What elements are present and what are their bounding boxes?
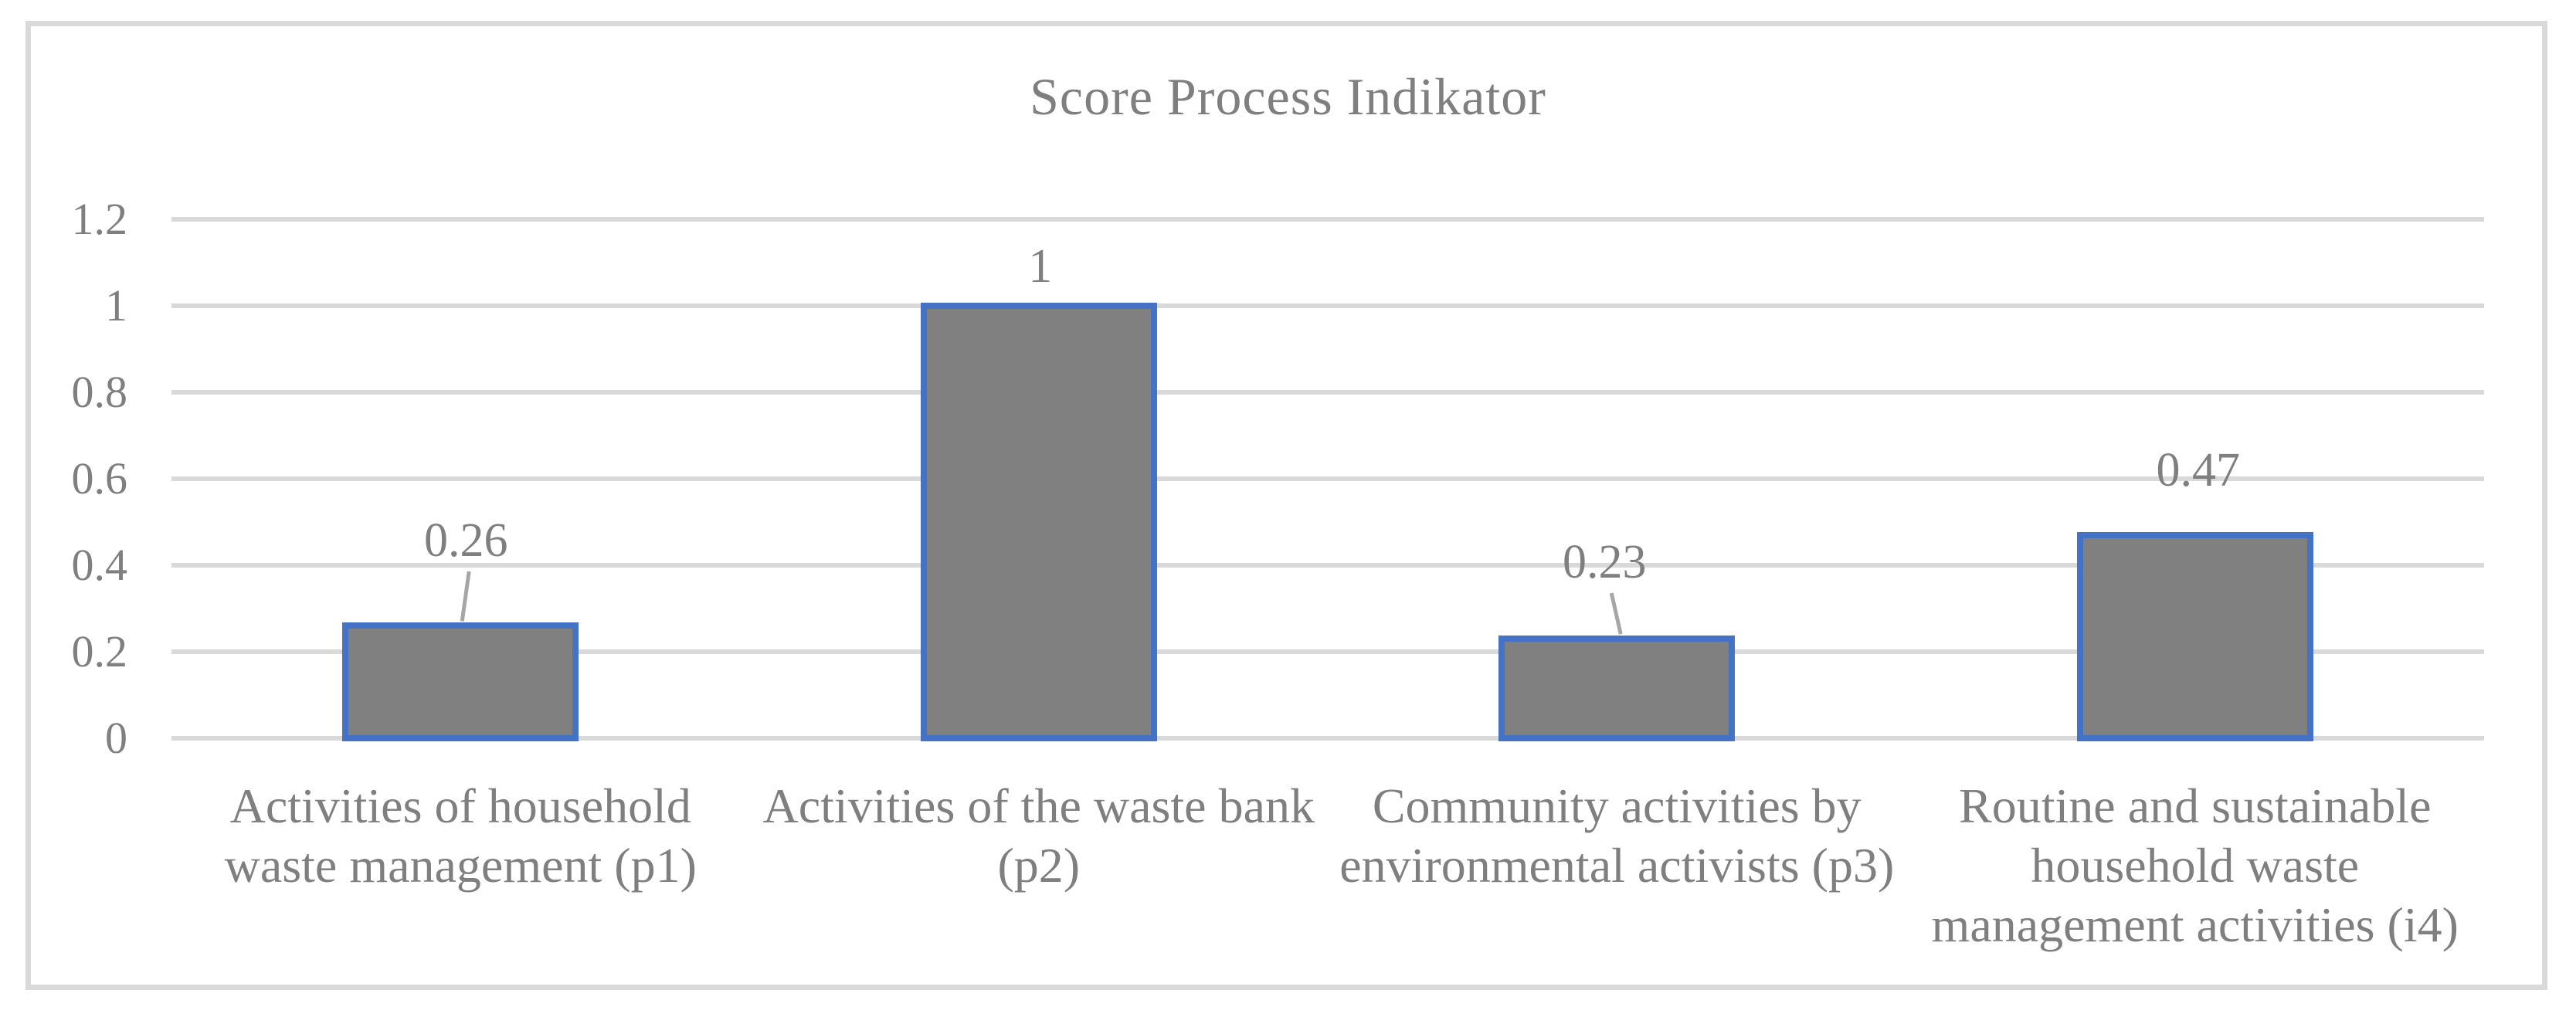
y-axis-tick-label: 0	[105, 713, 127, 763]
bar	[2076, 531, 2313, 741]
bar	[342, 622, 579, 741]
y-axis-tick-label: 0.4	[71, 540, 128, 590]
gridline	[171, 563, 2484, 568]
chart-area-border	[25, 21, 2547, 990]
y-axis-tick-label: 1.2	[71, 194, 128, 244]
bar	[920, 303, 1157, 741]
data-label: 1	[1028, 240, 1053, 293]
gridline	[171, 736, 2484, 741]
gridline	[171, 649, 2484, 654]
data-label: 0.47	[2156, 444, 2241, 497]
data-label: 0.23	[1563, 536, 1647, 588]
y-axis-tick-label: 0.8	[71, 367, 128, 417]
y-axis-tick-label: 1	[105, 280, 127, 331]
y-axis-tick-label: 0.6	[71, 453, 128, 503]
gridline	[171, 303, 2484, 308]
chart-title: Score Process Indikator	[1030, 67, 1546, 126]
gridline	[171, 476, 2484, 481]
gridline	[171, 217, 2484, 222]
x-axis-category-label: Community activities by environmental ac…	[1339, 778, 1895, 893]
bar	[1498, 636, 1736, 741]
gridline	[171, 390, 2484, 395]
y-axis-tick-label: 0.2	[71, 626, 128, 676]
x-axis-category-label: Activities of the waste bank (p2)	[762, 778, 1315, 893]
x-axis-category-label: Activities of household waste management…	[224, 778, 697, 893]
x-axis-category-label: Routine and sustainable household waste …	[1931, 778, 2459, 952]
data-label: 0.26	[424, 514, 508, 567]
